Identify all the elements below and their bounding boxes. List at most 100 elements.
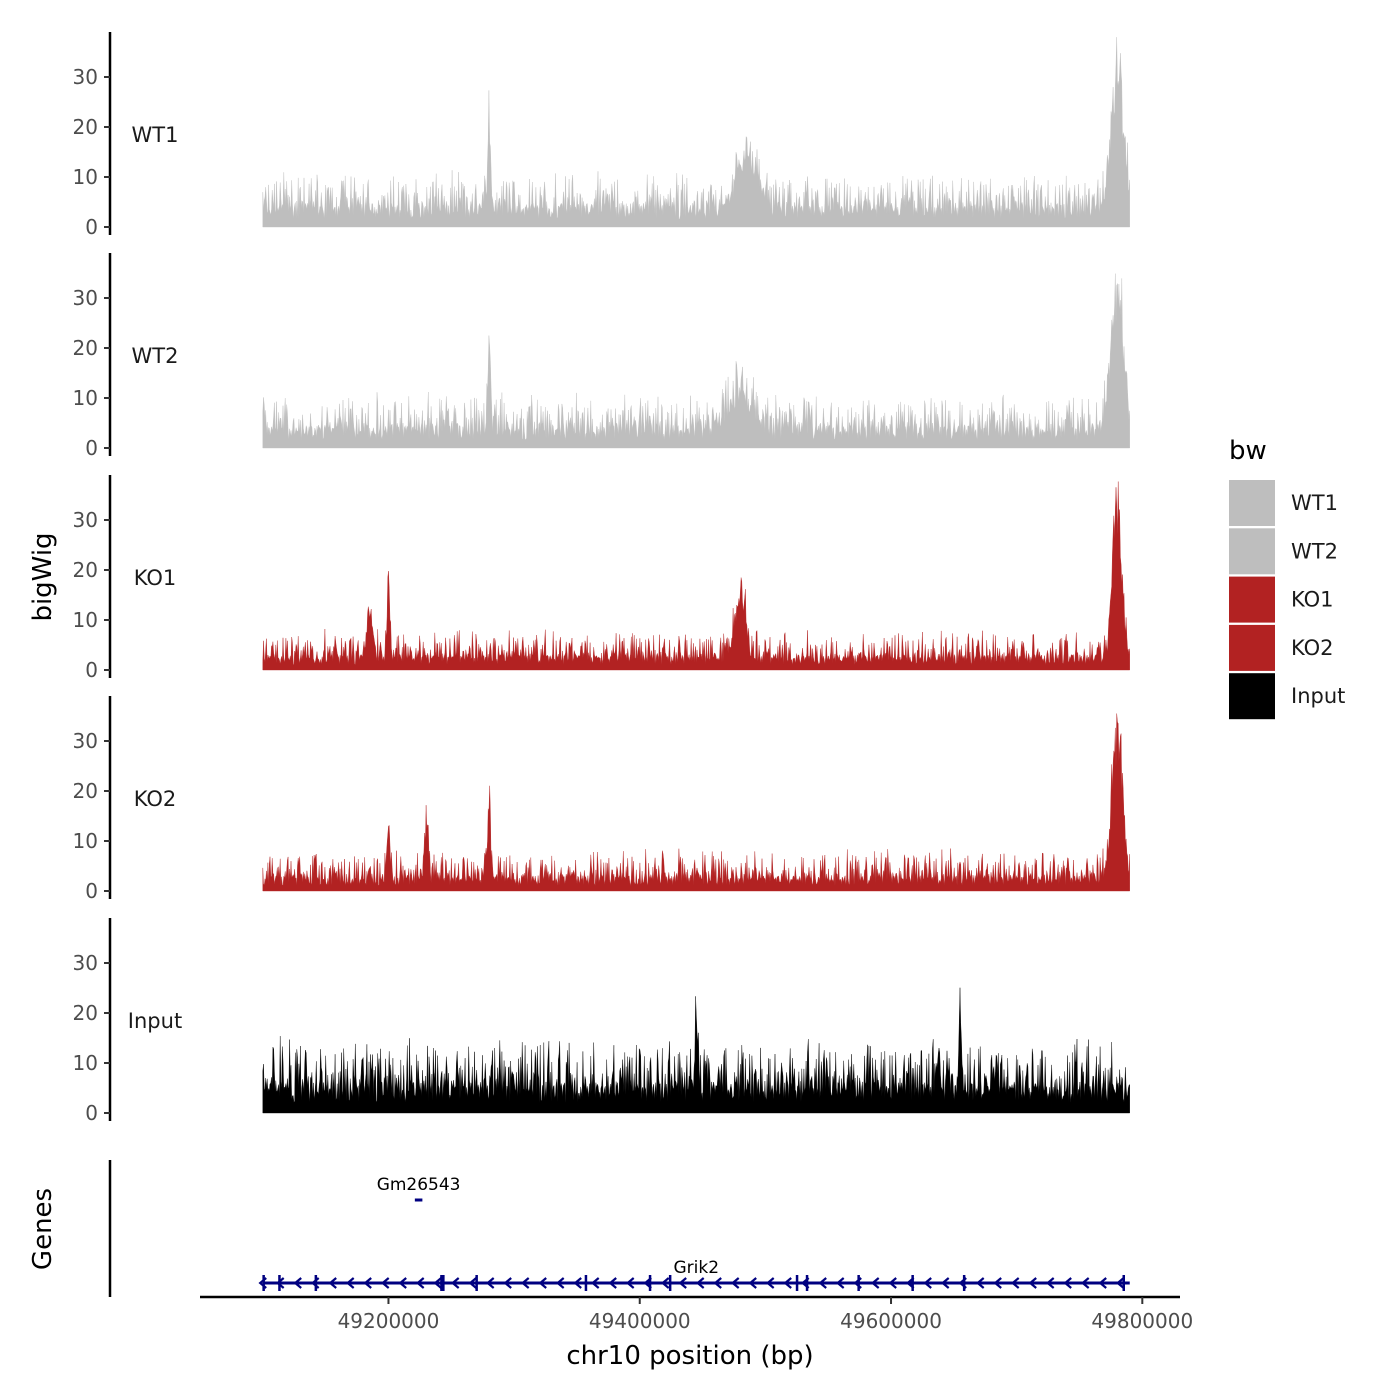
exon — [795, 1275, 799, 1291]
y-tick-label: 0 — [85, 658, 98, 682]
track-wt2: 0 10 20 30 WT2 — [73, 253, 1130, 460]
y-tick-label: 0 — [85, 1101, 98, 1125]
legend-label: WT2 — [1291, 539, 1338, 563]
genes-track: Gm26543 Grik2 — [108, 1160, 1130, 1297]
strand-arrow — [1115, 1277, 1125, 1289]
signal-area — [262, 481, 1130, 671]
signal-area — [262, 273, 1130, 449]
strand-arrow — [485, 1277, 495, 1289]
legend-key — [1229, 673, 1275, 720]
strand-arrow — [713, 1277, 722, 1289]
signal-area — [262, 987, 1130, 1114]
strand-arrow — [870, 1277, 880, 1289]
signal-area — [262, 37, 1130, 228]
strand-arrow — [1010, 1277, 1020, 1289]
legend-label: KO1 — [1291, 588, 1334, 612]
legend-key — [1229, 624, 1275, 671]
gene-label: Grik2 — [674, 1258, 720, 1278]
x-axis-title: chr10 position (bp) — [566, 1341, 813, 1371]
track-label: KO1 — [134, 566, 177, 590]
y-tick-label: 0 — [85, 215, 98, 239]
strand-arrow — [765, 1277, 775, 1289]
y-tick-label: 20 — [73, 336, 98, 360]
strand-arrow — [520, 1277, 530, 1289]
legend-title: bw — [1229, 436, 1267, 466]
strand-arrow — [468, 1277, 477, 1289]
strand-arrow — [415, 1277, 425, 1289]
y-tick-label: 10 — [73, 608, 98, 632]
exon — [1122, 1275, 1125, 1291]
x-tick-label: 49200000 — [338, 1309, 440, 1333]
strand-arrow — [503, 1277, 512, 1289]
strand-arrow — [573, 1277, 582, 1289]
strand-arrow — [1028, 1277, 1037, 1289]
strand-arrow — [1098, 1277, 1107, 1289]
y-tick-label: 30 — [73, 65, 98, 89]
y-tick-label: 20 — [73, 779, 98, 803]
legend-key — [1229, 576, 1275, 623]
signal-area — [262, 713, 1130, 892]
strand-arrow — [345, 1277, 355, 1289]
strand-arrow — [450, 1277, 460, 1289]
signal-tracks: 0 10 20 30 WT1 0 10 20 30 WT2 0 10 20 30 KO1 0 10 20 30 KO2… — [73, 32, 1130, 1125]
strand-arrow — [975, 1277, 985, 1289]
strand-arrow — [730, 1277, 740, 1289]
track-label: WT1 — [132, 123, 179, 147]
exon — [442, 1275, 445, 1291]
track-wt1: 0 10 20 30 WT1 — [73, 32, 1130, 239]
genes-axis-title: Genes — [28, 1188, 58, 1270]
y-tick-label: 30 — [73, 729, 98, 753]
strand-arrow — [590, 1277, 600, 1289]
exon — [857, 1275, 860, 1291]
strand-arrow — [818, 1277, 827, 1289]
track-label: KO2 — [134, 787, 177, 811]
exon — [584, 1275, 588, 1291]
strand-arrow — [555, 1277, 565, 1289]
track-ko2: 0 10 20 30 KO2 — [73, 696, 1130, 903]
legend-key — [1229, 528, 1275, 575]
exon — [805, 1275, 809, 1291]
legend-key — [1229, 480, 1275, 526]
legend: bw WT1 WT2 KO1 KO2 Input — [1229, 436, 1345, 720]
strand-arrow — [1063, 1277, 1072, 1289]
strand-arrow — [625, 1277, 635, 1289]
x-tick-label: 49400000 — [589, 1309, 691, 1333]
x-tick-label: 49600000 — [840, 1309, 942, 1333]
track-input: 0 10 20 30 Input — [73, 918, 1130, 1125]
strand-arrow — [398, 1277, 407, 1289]
exon — [911, 1275, 914, 1291]
strand-arrow — [835, 1277, 845, 1289]
strand-arrow — [275, 1277, 285, 1289]
strand-arrow — [678, 1277, 687, 1289]
y-tick-label: 10 — [73, 1051, 98, 1075]
exon — [314, 1275, 318, 1291]
y-tick-label: 10 — [73, 386, 98, 410]
y-tick-label: 30 — [73, 286, 98, 310]
strand-arrow — [608, 1277, 617, 1289]
y-tick-label: 30 — [73, 951, 98, 975]
x-axis: 49200000 49400000 49600000 49800000 — [200, 1295, 1193, 1333]
track-label: Input — [128, 1009, 182, 1033]
strand-arrow — [1045, 1277, 1055, 1289]
gene-label: Gm26543 — [377, 1175, 461, 1195]
strand-arrow — [783, 1277, 792, 1289]
strand-arrow — [940, 1277, 950, 1289]
exon — [278, 1275, 281, 1291]
exon — [440, 1275, 443, 1291]
x-tick-label: 49800000 — [1091, 1309, 1193, 1333]
exon — [262, 1275, 265, 1291]
strand-arrow — [923, 1277, 932, 1289]
y-tick-label: 10 — [73, 165, 98, 189]
strand-arrow — [363, 1277, 372, 1289]
y-tick-label: 20 — [73, 1001, 98, 1025]
strand-arrow — [993, 1277, 1002, 1289]
legend-items: WT1 WT2 KO1 KO2 Input — [1229, 480, 1345, 720]
strand-arrow — [538, 1277, 547, 1289]
y-tick-label: 30 — [73, 508, 98, 532]
track-label: WT2 — [132, 344, 179, 368]
exon — [648, 1275, 652, 1291]
strand-arrow — [748, 1277, 757, 1289]
legend-label: KO2 — [1291, 636, 1334, 660]
exon — [668, 1275, 672, 1291]
